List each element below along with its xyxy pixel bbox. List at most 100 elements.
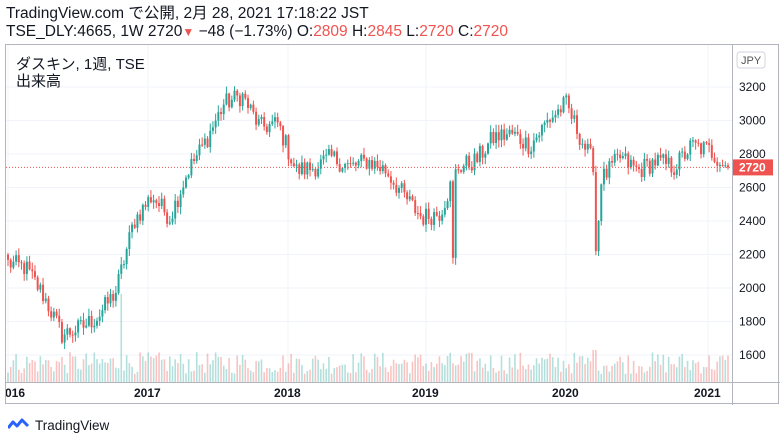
volume-bar: [600, 373, 603, 382]
volume-bar: [638, 366, 640, 382]
volume-bar: [147, 352, 150, 382]
volume-bar: [187, 359, 190, 382]
volume-bar: [376, 356, 379, 382]
volume-bar: [662, 354, 665, 382]
candle-body: [36, 277, 39, 290]
candle-body: [66, 328, 69, 335]
volume-bar: [39, 356, 42, 382]
candle-body: [233, 90, 236, 100]
x-tick-label: 2021: [694, 386, 721, 400]
volume-bar: [716, 361, 719, 382]
volume-bar: [605, 365, 608, 382]
volume-bar: [524, 369, 527, 382]
candle-body: [441, 214, 444, 221]
y-tick-label: 1800: [739, 315, 766, 329]
candle-body: [163, 198, 166, 213]
volume-bar: [344, 364, 346, 382]
volume-bar: [508, 357, 511, 382]
candle-body: [69, 328, 72, 335]
volume-bar: [80, 369, 82, 382]
candle-body: [327, 149, 330, 155]
volume-bar: [622, 362, 624, 382]
candle-body: [28, 261, 31, 270]
volume-bar: [365, 369, 368, 382]
volume-bar: [457, 364, 460, 382]
candle-body: [427, 208, 430, 219]
volume-bar: [287, 363, 290, 382]
candle-body: [629, 159, 632, 168]
candle-body: [594, 172, 597, 252]
volume-bar: [346, 372, 349, 382]
volume-bar: [562, 360, 565, 382]
volume-bar: [697, 361, 700, 382]
candle-body: [414, 200, 417, 214]
volume-bar: [608, 371, 611, 382]
volume-bar: [568, 364, 570, 382]
volume-bar: [276, 371, 279, 382]
price-change: −48 (−1.73%): [198, 23, 293, 40]
volume-bar: [692, 360, 694, 382]
volume-bar: [325, 368, 328, 382]
candle-body: [241, 93, 244, 107]
candle-body: [575, 115, 578, 134]
volume-bar: [595, 350, 597, 382]
candle-body: [171, 218, 174, 223]
volume-bar: [201, 364, 203, 382]
volume-bar: [77, 368, 79, 382]
candle-body: [484, 153, 487, 158]
volume-bar: [433, 367, 435, 382]
volume-bar: [438, 356, 441, 382]
open-value: 2809: [313, 23, 348, 40]
volume-bar: [15, 354, 17, 382]
candle-body: [217, 112, 220, 121]
volume-bar: [481, 367, 484, 382]
volume-bar: [328, 356, 330, 382]
candle-body: [497, 132, 500, 141]
candle-body: [430, 218, 433, 225]
volume-bar: [657, 354, 659, 382]
volume-bar: [193, 370, 195, 382]
candle-body: [71, 334, 74, 336]
candle-body: [435, 212, 438, 216]
candle-body: [176, 200, 179, 208]
volume-bar: [9, 366, 12, 382]
candle-body: [203, 138, 206, 145]
volume-bar: [689, 369, 692, 382]
volume-bar: [651, 352, 654, 382]
candle-body: [503, 129, 506, 140]
candle-body: [667, 157, 670, 164]
candle-body: [314, 169, 317, 177]
volume-bar: [462, 361, 465, 382]
candle-body: [252, 104, 255, 112]
candle-body: [344, 164, 347, 169]
volume-bar: [427, 370, 430, 382]
candle-body: [352, 162, 355, 164]
candle-body: [23, 263, 26, 274]
candle-body: [543, 122, 546, 125]
candle-body: [454, 169, 457, 258]
candle-body: [330, 149, 333, 156]
volume-bar: [53, 371, 55, 382]
volume-bar: [293, 372, 295, 382]
volume-bar: [390, 366, 392, 382]
volume-bar: [341, 364, 344, 382]
volume-bar: [549, 353, 551, 382]
volume-bar: [408, 373, 411, 382]
volume-bar: [252, 372, 255, 382]
volume-bar: [635, 373, 638, 382]
footer: TradingView: [8, 414, 109, 436]
candle-body: [147, 197, 150, 207]
volume-bar: [727, 355, 729, 382]
chart-frame[interactable]: 1600 1800 2000 2200 2400 2600 2800 3000 3200 JPY 0…: [5, 44, 780, 405]
volume-bar: [241, 355, 244, 382]
high-value: 2845: [367, 23, 402, 40]
volume-bar: [301, 364, 303, 382]
volume-bar: [225, 369, 228, 382]
candle-body: [624, 153, 627, 157]
candle-body: [686, 154, 689, 159]
volume-bar: [495, 372, 497, 382]
candle-body: [290, 159, 293, 164]
candle-body: [122, 264, 125, 266]
price-chart[interactable]: 1600 1800 2000 2200 2400 2600 2800 3000 3200 JPY 0…: [6, 45, 780, 405]
candle-body: [694, 140, 697, 143]
